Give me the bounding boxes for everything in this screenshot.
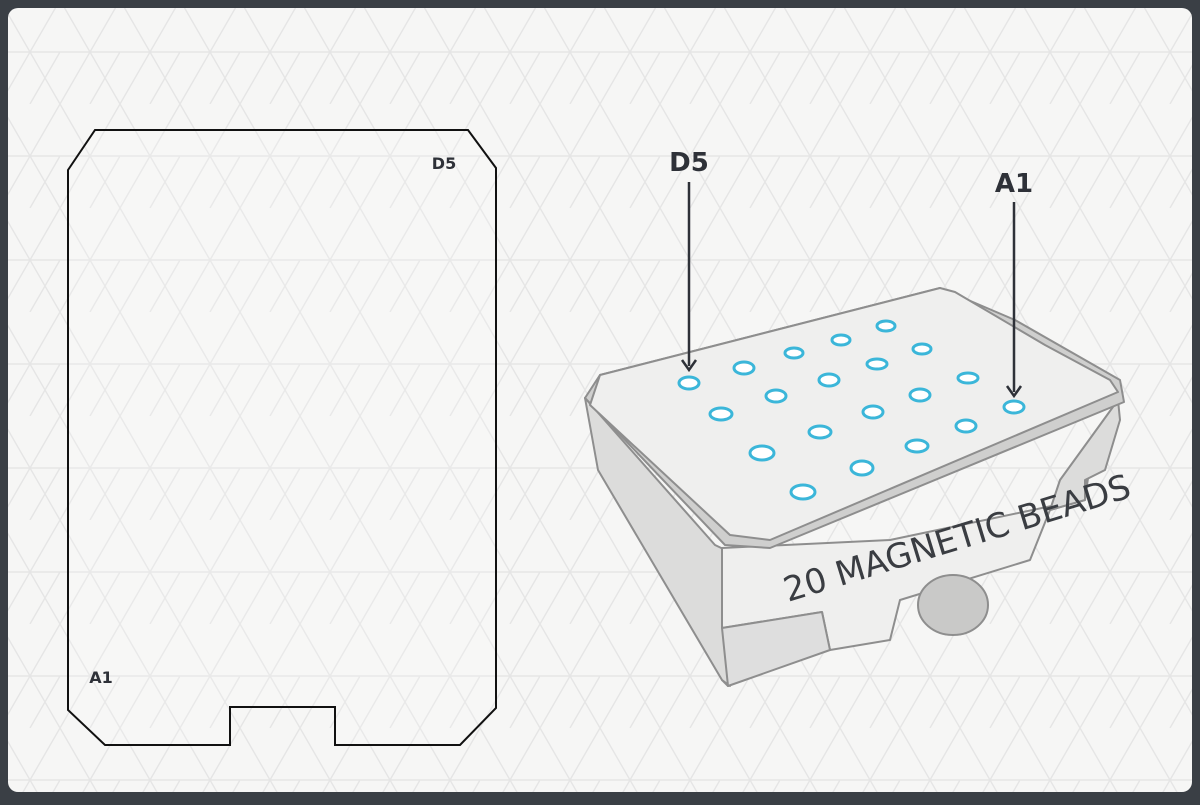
bead bbox=[830, 333, 852, 347]
bead bbox=[807, 424, 833, 440]
device-wheel bbox=[917, 574, 989, 636]
device-front-foot bbox=[721, 611, 831, 687]
callout-d5-label: D5 bbox=[669, 148, 709, 178]
bead bbox=[849, 459, 875, 477]
bead bbox=[956, 371, 980, 385]
bead-d5 bbox=[677, 375, 701, 391]
bead bbox=[875, 319, 897, 333]
callout-d5: D5 bbox=[669, 148, 709, 373]
flat-plate-outline: D5 A1 bbox=[67, 129, 497, 746]
bead bbox=[817, 372, 841, 388]
bead bbox=[789, 483, 817, 501]
bead bbox=[783, 346, 805, 360]
bead bbox=[904, 438, 930, 454]
bead-grid bbox=[677, 319, 1026, 501]
device-top-plate bbox=[589, 287, 1119, 541]
bead bbox=[954, 418, 978, 434]
bead bbox=[748, 444, 776, 462]
magnetic-bead-device bbox=[584, 287, 1125, 687]
plate-corner-label-d5: D5 bbox=[432, 154, 456, 173]
bead bbox=[732, 360, 756, 376]
arrow-down-icon bbox=[680, 359, 698, 373]
bead bbox=[911, 342, 933, 356]
bead bbox=[861, 404, 885, 420]
arrow-down-icon bbox=[1005, 385, 1023, 399]
bead-a1 bbox=[1002, 399, 1026, 415]
bead bbox=[908, 387, 932, 403]
device-right-side bbox=[1049, 399, 1121, 511]
plate-corner-label-a1: A1 bbox=[89, 668, 113, 687]
callout-a1: A1 bbox=[995, 169, 1033, 399]
bead bbox=[708, 406, 734, 422]
callout-a1-label: A1 bbox=[995, 169, 1033, 199]
bead bbox=[865, 357, 889, 371]
bead bbox=[764, 388, 788, 404]
